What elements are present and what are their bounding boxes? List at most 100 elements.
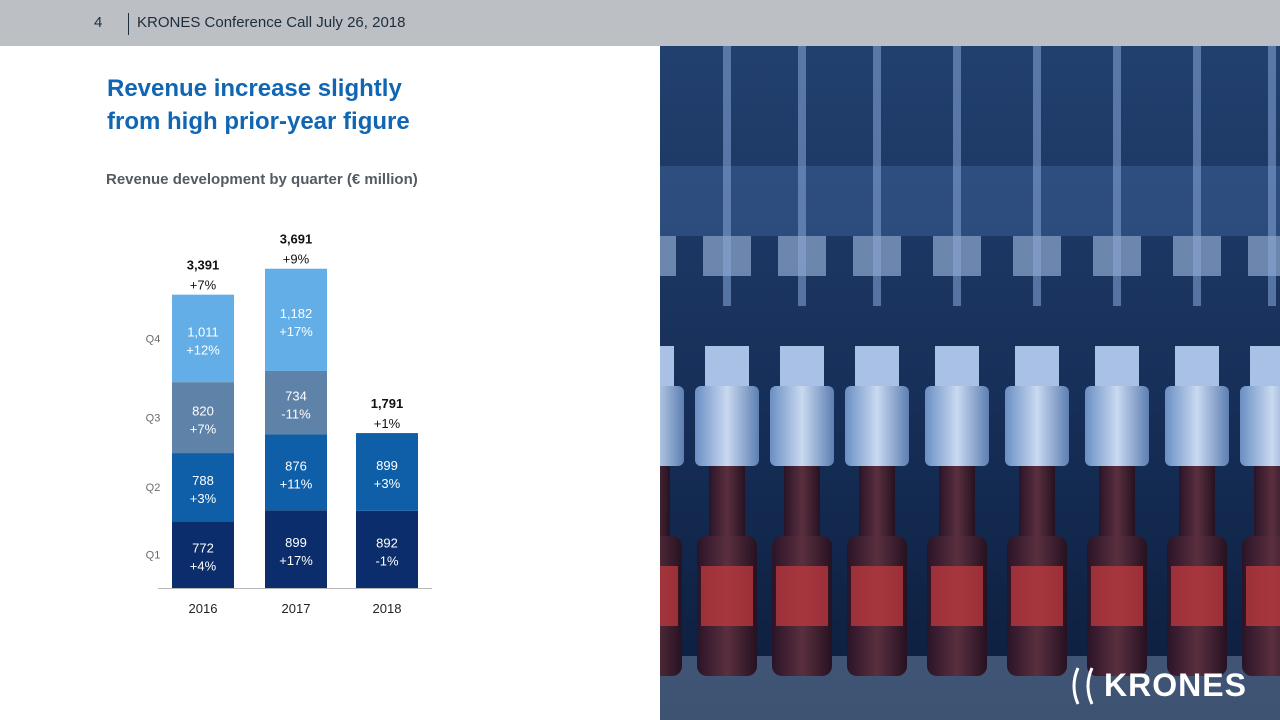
- bar-2018-q1: [356, 510, 418, 588]
- bar-value-label: 772: [192, 541, 214, 556]
- bar-change-label: +3%: [374, 476, 401, 491]
- bottle-label: [1246, 566, 1280, 626]
- bottle-label: [1011, 566, 1063, 626]
- bottle-neck: [1254, 466, 1280, 546]
- bar-2016-q3: [172, 382, 234, 454]
- bar-2017-q3: [265, 370, 327, 435]
- bottle-label: [776, 566, 828, 626]
- machine-rod: [953, 46, 961, 306]
- bottle-label: [701, 566, 753, 626]
- bottle-label: [931, 566, 983, 626]
- bottle-neck: [1099, 466, 1135, 546]
- krones-logo: KRONES: [1068, 658, 1246, 714]
- header-text: KRONES Conference Call July 26, 2018: [137, 14, 406, 31]
- machine-rod: [1113, 46, 1121, 306]
- bar-value-label: 876: [285, 458, 307, 473]
- bottle-label: [851, 566, 903, 626]
- bar-2016-q2: [172, 453, 234, 522]
- total-value-label: 3,691: [280, 232, 313, 247]
- machine-block: [933, 236, 981, 276]
- bar-2017-q4: [265, 268, 327, 371]
- machine-rod: [1268, 46, 1276, 306]
- krones-logo-icon: [1072, 667, 1094, 705]
- x-tick-label: 2016: [189, 601, 218, 616]
- bar-value-label: 820: [192, 404, 214, 419]
- total-change-label: +7%: [190, 278, 217, 293]
- bottle-neck: [784, 466, 820, 546]
- photo-illustration: [660, 46, 1280, 720]
- bar-value-label: 892: [376, 535, 398, 550]
- total-value-label: 1,791: [371, 396, 404, 411]
- bottle-label: [1091, 566, 1143, 626]
- machine-block: [853, 236, 901, 276]
- machine-rod: [723, 46, 731, 306]
- bottle-cap-holder: [925, 386, 989, 466]
- header-divider: [128, 13, 129, 35]
- total-value-label: 3,391: [187, 258, 220, 273]
- legend-quarter-label: Q3: [146, 413, 161, 425]
- bottle-neck: [660, 466, 670, 546]
- machine-rod: [798, 46, 806, 306]
- bar-2017-q1: [265, 510, 327, 588]
- bar-value-label: 734: [285, 389, 307, 404]
- bottle-cap-holder: [1165, 386, 1229, 466]
- bottle-cap-holder: [1240, 386, 1280, 466]
- bottle-neck: [859, 466, 895, 546]
- bottle-label: [660, 566, 678, 626]
- bottle-neck: [1179, 466, 1215, 546]
- bottle-cap-holder: [660, 386, 684, 466]
- bar-value-label: 1,182: [280, 306, 313, 321]
- bottling-machine-photo: [660, 46, 1280, 720]
- bar-change-label: +12%: [186, 342, 220, 357]
- bar-value-label: 899: [285, 535, 307, 550]
- slide-title: Revenue increase slightly from high prio…: [107, 72, 627, 138]
- bottle-neck: [939, 466, 975, 546]
- krones-logo-text: KRONES: [1104, 667, 1247, 703]
- machine-block: [1013, 236, 1061, 276]
- machine-block: [1248, 236, 1280, 276]
- bar-change-label: +3%: [190, 491, 217, 506]
- total-change-label: +1%: [374, 416, 401, 431]
- bar-value-label: 899: [376, 458, 398, 473]
- bar-2016-q4: [172, 294, 234, 383]
- machine-block: [1173, 236, 1221, 276]
- legend-quarter-label: Q4: [146, 333, 161, 345]
- machine-block: [660, 236, 676, 276]
- bar-change-label: +7%: [190, 422, 217, 437]
- legend-quarter-label: Q1: [146, 550, 161, 562]
- machine-block: [703, 236, 751, 276]
- total-change-label: +9%: [283, 252, 310, 267]
- x-tick-label: 2017: [282, 601, 311, 616]
- bottle-cap-holder: [1005, 386, 1069, 466]
- title-line-1: Revenue increase slightly: [107, 75, 402, 102]
- bar-change-label: +4%: [190, 559, 217, 574]
- bottle-cap-holder: [770, 386, 834, 466]
- machine-block: [778, 236, 826, 276]
- revenue-chart: 772 +4% 788 +3% 820 +7% 1,011 +12% 3,391 +7% 2016 8…: [146, 232, 432, 616]
- bar-2016-q1: [172, 521, 234, 588]
- filler-head: [660, 346, 674, 394]
- bottle-neck: [709, 466, 745, 546]
- bar-value-label: 788: [192, 473, 214, 488]
- title-line-2: from high prior-year figure: [107, 108, 410, 135]
- bottle-cap-holder: [695, 386, 759, 466]
- bar-2018-q2: [356, 433, 418, 511]
- x-tick-label: 2018: [373, 601, 402, 616]
- page-number: 4: [94, 14, 103, 31]
- chart-subtitle: Revenue development by quarter (€ millio…: [106, 171, 418, 188]
- bar-change-label: +11%: [280, 476, 313, 491]
- machine-block: [1093, 236, 1141, 276]
- bar-change-label: +17%: [279, 553, 313, 568]
- bar-value-label: 1,011: [187, 324, 219, 339]
- header-bar: 4 KRONES Conference Call July 26, 2018: [0, 0, 1280, 46]
- machine-rod: [1033, 46, 1041, 306]
- bar-change-label: +17%: [279, 324, 313, 339]
- machine-rod: [873, 46, 881, 306]
- bottle-label: [1171, 566, 1223, 626]
- bottle-cap-holder: [1085, 386, 1149, 466]
- machine-rod: [1193, 46, 1201, 306]
- legend-quarter-label: Q2: [146, 482, 161, 494]
- bar-change-label: -1%: [375, 553, 399, 568]
- bottle-neck: [1019, 466, 1055, 546]
- bottle-cap-holder: [845, 386, 909, 466]
